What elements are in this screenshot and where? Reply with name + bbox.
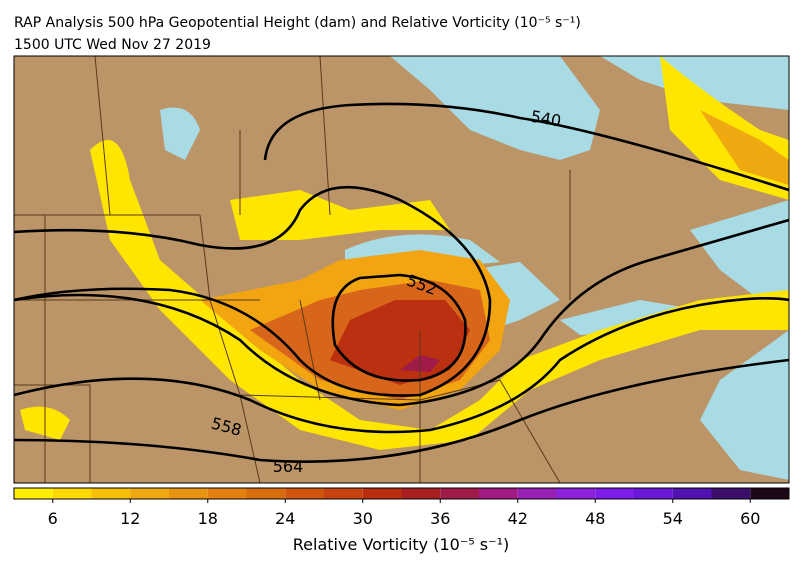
colorbar: 6 12 18 24 30 36 42 48 54 60 (13, 487, 790, 528)
colorbar-segment (246, 488, 286, 499)
colorbar-tick-label: 30 (353, 509, 373, 528)
colorbar-segment (207, 488, 247, 499)
colorbar-segment (750, 488, 789, 499)
colorbar-segment (401, 488, 441, 499)
subtitle: 1500 UTC Wed Nov 27 2019 (14, 37, 211, 53)
colorbar-tick-label: 42 (508, 509, 528, 528)
contour-line (331, 273, 467, 382)
colorbar-tick-label: 12 (120, 509, 140, 528)
vorticity (20, 56, 789, 450)
contour-line (263, 102, 789, 192)
colorbar-segment (595, 488, 634, 499)
colorbar-tick-label: 54 (663, 509, 683, 528)
title: RAP Analysis 500 hPa Geopotential Height… (14, 15, 581, 31)
colorbar-segment (440, 488, 479, 499)
map: 540 552 558 564 (14, 56, 789, 483)
colorbar-segment (324, 488, 363, 499)
contour-label: 564 (273, 457, 304, 476)
colorbar-segment (517, 488, 557, 499)
colorbar-segment (556, 488, 596, 499)
contour-line (14, 218, 789, 407)
colorbar-tick-label: 60 (740, 509, 760, 528)
colorbar-segment (711, 488, 751, 499)
colorbar-segment (362, 488, 402, 499)
contour-line (14, 185, 492, 397)
colorbar-segment (130, 488, 169, 499)
colorbar-segment (479, 488, 518, 499)
map-frame (13, 55, 790, 484)
contours (14, 102, 789, 463)
colorbar-frame (13, 487, 790, 500)
contour-line (14, 358, 789, 463)
colorbar-tick-label: 18 (198, 509, 218, 528)
borders (14, 56, 571, 483)
colorbar-tick-label: 6 (48, 509, 58, 528)
colorbar-segment (52, 488, 92, 499)
colorbar-segment (634, 488, 673, 499)
colorbar-segment (285, 488, 324, 499)
colorbar-segment (14, 488, 53, 499)
colorbar-segment (672, 488, 712, 499)
colorbar-segment (91, 488, 131, 499)
colorbar-label: Relative Vorticity (10⁻⁵ s⁻¹) (293, 535, 509, 554)
colorbar-tick-label: 48 (585, 509, 605, 528)
colorbar-segment (169, 488, 208, 499)
colorbar-tick-label: 36 (430, 509, 450, 528)
contour-line (14, 297, 789, 434)
colorbar-tick-label: 24 (275, 509, 295, 528)
